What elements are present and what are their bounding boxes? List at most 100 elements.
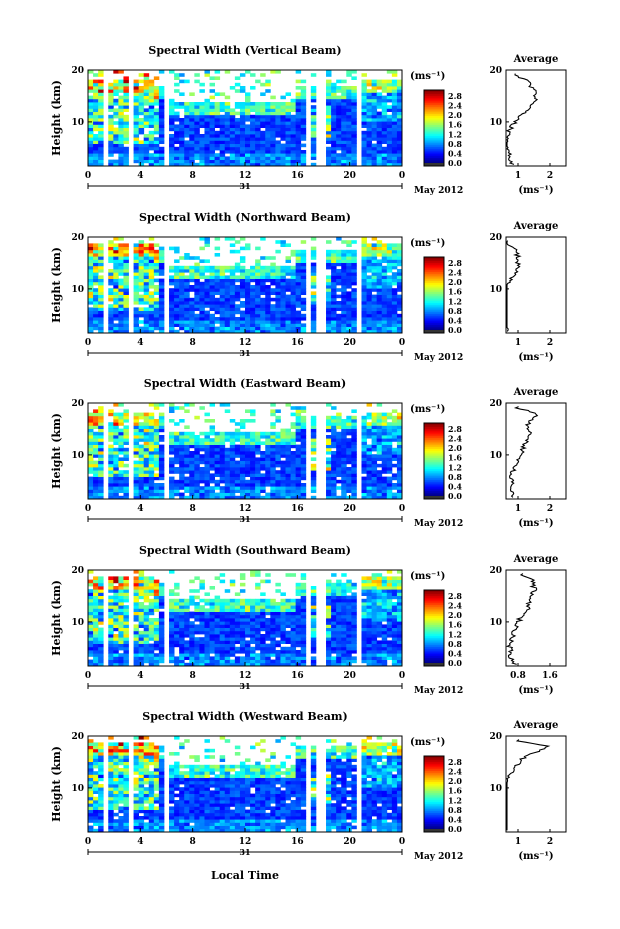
heatmap-cell <box>346 275 352 279</box>
heatmap-cell <box>366 425 373 429</box>
heatmap-cell <box>224 326 231 331</box>
heatmap-cell <box>224 451 231 455</box>
heatmap-cell <box>255 288 261 292</box>
heatmap-cell <box>138 310 145 315</box>
heatmap-cell <box>351 419 357 423</box>
heatmap-cell <box>275 435 281 439</box>
heatmap-cell <box>189 460 195 465</box>
heatmap-cell <box>153 447 160 452</box>
heatmap-cell <box>148 650 155 654</box>
heatmap-cell <box>250 275 256 279</box>
heatmap-cell <box>310 304 317 308</box>
heatmap-cell <box>214 297 221 302</box>
heatmap-cell <box>138 586 145 590</box>
colorbar-tick-label: 2.0 <box>448 443 462 453</box>
heatmap-cell <box>341 441 347 445</box>
heatmap-cell <box>88 272 94 276</box>
heatmap-cell <box>93 431 99 436</box>
heatmap-cell <box>396 326 403 331</box>
heatmap-cell <box>361 86 367 90</box>
heatmap-cell <box>285 323 291 327</box>
heatmap-cell <box>143 156 150 160</box>
heatmap-cell <box>209 428 216 433</box>
heatmap-cell <box>148 451 155 455</box>
heatmap-cell <box>174 605 180 609</box>
heatmap-cell <box>133 618 140 622</box>
heatmap-cell <box>123 463 129 468</box>
heatmap-cell <box>143 422 150 426</box>
heatmap-cell <box>310 431 317 436</box>
heatmap-cell <box>143 441 150 445</box>
heatmap-cell <box>229 627 236 632</box>
heatmap-cell <box>123 124 129 128</box>
heatmap-cell <box>88 253 94 257</box>
heatmap-cell <box>310 326 317 331</box>
avg-x-tick-label: 2 <box>547 338 553 348</box>
heatmap-cell <box>158 92 165 96</box>
heatmap-cell <box>189 463 195 468</box>
heatmap-cell <box>270 659 276 664</box>
heatmap-cell <box>199 140 205 144</box>
heatmap-cell <box>123 304 129 308</box>
heatmap-cell <box>88 124 94 128</box>
heatmap-cell <box>331 495 337 500</box>
heatmap-cell <box>158 614 165 619</box>
heatmap-cell <box>169 409 175 413</box>
heatmap-cell <box>224 143 231 148</box>
heatmap-cell <box>133 653 140 657</box>
heatmap-cell <box>204 460 210 465</box>
heatmap-cell <box>285 288 291 292</box>
heatmap-cell <box>209 140 216 144</box>
heatmap-cell <box>371 265 378 270</box>
heatmap-cell <box>209 624 216 628</box>
heatmap-cell <box>371 159 378 164</box>
heatmap-cell <box>326 447 332 452</box>
heatmap-cell <box>250 285 256 289</box>
heatmap-cell <box>133 249 140 254</box>
heatmap-cell <box>123 297 129 302</box>
heatmap-cell <box>391 127 398 132</box>
heatmap-cell <box>326 486 332 490</box>
heatmap-cell <box>376 265 383 270</box>
heatmap-cell <box>371 275 378 279</box>
heatmap-cell <box>255 605 261 609</box>
heatmap-cell <box>98 134 104 138</box>
heatmap-cell <box>371 137 378 141</box>
heatmap-cell <box>285 121 291 125</box>
heatmap-cell <box>290 473 297 477</box>
heatmap-cell <box>331 102 337 106</box>
heatmap-cell <box>88 412 94 417</box>
colorbar-segment <box>424 424 444 428</box>
heatmap-cell <box>234 285 241 289</box>
heatmap-cell <box>265 483 271 487</box>
heatmap-cell <box>169 134 175 138</box>
heatmap-cell <box>224 150 231 154</box>
heatmap-cell <box>199 447 205 452</box>
heatmap-cell <box>204 150 210 154</box>
heatmap-cell <box>133 137 140 141</box>
heatmap-cell <box>138 240 145 244</box>
heatmap-cell <box>229 640 236 644</box>
heatmap-cell <box>260 111 266 116</box>
heatmap-cell <box>98 576 104 580</box>
colorbar-segment <box>424 93 444 96</box>
heatmap-cell <box>396 419 403 423</box>
heatmap-cell <box>351 127 357 132</box>
heatmap-cell <box>143 637 150 641</box>
heatmap-cell <box>391 281 398 286</box>
heatmap-cell <box>351 409 357 413</box>
heatmap-cell <box>346 451 352 455</box>
heatmap-cell <box>366 451 373 455</box>
heatmap-cell <box>300 259 307 263</box>
heatmap-cell <box>138 285 145 289</box>
heatmap-cell <box>113 249 119 254</box>
heatmap-cell <box>224 495 231 500</box>
heatmap-cell <box>214 153 221 157</box>
colorbar-tick-label: 0.8 <box>448 139 462 149</box>
heatmap-cell <box>174 479 180 484</box>
colorbar-segment <box>424 481 444 484</box>
heatmap-cell <box>346 294 352 299</box>
heatmap-cell <box>371 82 378 87</box>
heatmap-cell <box>158 476 165 481</box>
heatmap-cell <box>239 627 246 632</box>
